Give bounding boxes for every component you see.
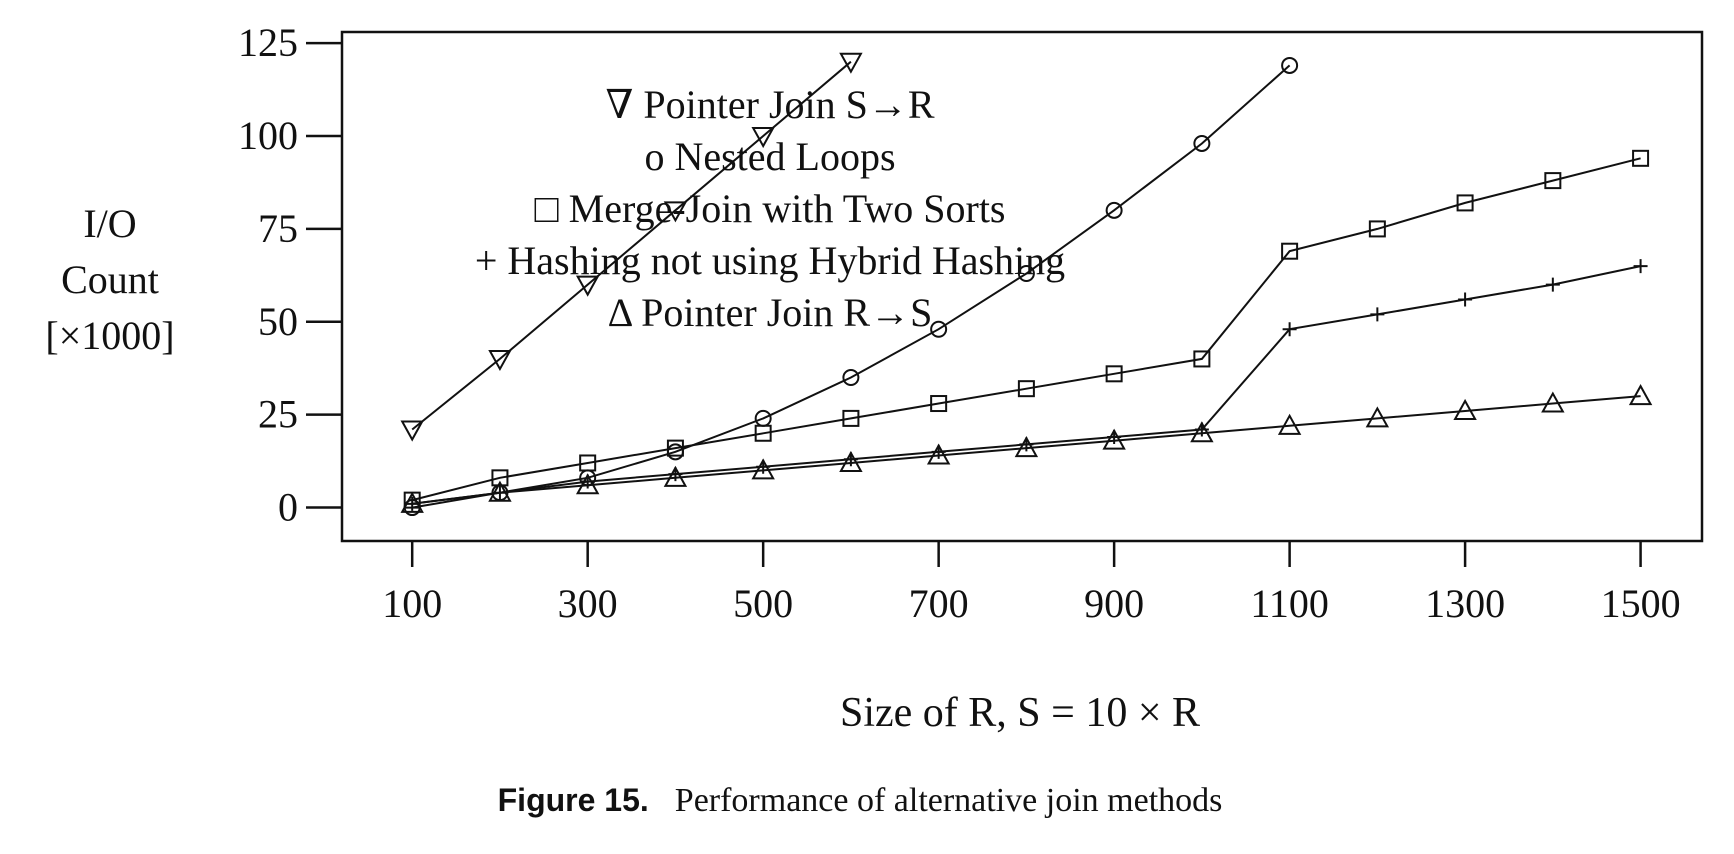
series-line: [412, 265, 1641, 505]
y-tick-label: 0: [278, 485, 298, 530]
data-point: [1368, 220, 1386, 238]
data-point: [842, 409, 860, 427]
legend-symbol: +: [475, 238, 508, 283]
data-point: [663, 201, 688, 223]
legend: ∇ Pointer Join S→R o Nested Loops □ Merge-…: [475, 82, 1065, 335]
data-point: [1628, 384, 1653, 406]
legend-entry: □ Merge-Join with Two Sorts: [534, 186, 1005, 231]
data-point: [926, 443, 951, 465]
data-point: [1544, 172, 1562, 190]
plot-frame: [340, 30, 1704, 543]
data-point: [1370, 307, 1385, 322]
series-3: [405, 259, 1648, 511]
series-layer: [400, 52, 1653, 517]
y-tick-label: 25: [258, 392, 298, 437]
data-point: [1281, 56, 1299, 74]
legend-entry: + Hashing not using Hybrid Hashing: [475, 238, 1065, 283]
figure-caption: Figure 15. Performance of alternative jo…: [498, 782, 1223, 819]
legend-label: Hashing not using Hybrid Hashing: [507, 238, 1065, 283]
data-point: [488, 480, 512, 502]
series-line: [411, 157, 1641, 502]
data-point: [754, 424, 772, 442]
data-point: [400, 491, 424, 513]
data-point: [575, 275, 600, 297]
legend-symbol: o: [644, 134, 674, 179]
data-point: [1632, 149, 1650, 167]
y-tick-label: 50: [258, 299, 298, 344]
x-tick-label: 700: [909, 581, 969, 626]
x-tick-label: 1300: [1425, 581, 1505, 626]
y-axis-label-line-1: I/O: [83, 201, 136, 246]
data-point: [1277, 413, 1302, 435]
data-point: [839, 52, 863, 74]
data-point: [488, 349, 512, 372]
legend-entry: o Nested Loops: [644, 134, 895, 179]
y-axis: 0 25 50 75 100 125: [238, 20, 342, 530]
legend-label: Pointer Join R→S: [641, 290, 932, 335]
data-point: [930, 320, 948, 338]
data-point: [751, 127, 775, 149]
data-point: [1017, 380, 1035, 398]
data-point: [1017, 264, 1035, 282]
y-tick-label: 125: [238, 20, 298, 65]
figure-caption-label: Figure 15.: [498, 782, 649, 818]
legend-symbol: □: [534, 186, 568, 231]
data-point: [1453, 398, 1477, 420]
data-point: [1190, 421, 1214, 443]
data-point: [579, 454, 597, 472]
data-point: [1281, 242, 1299, 260]
data-point: [400, 420, 424, 442]
series-line: [412, 64, 1291, 509]
data-point: [1193, 350, 1211, 368]
x-tick-label: 900: [1084, 581, 1144, 626]
x-tick-label: 300: [558, 581, 618, 626]
data-point: [491, 469, 509, 487]
x-axis: 100 300 500 700 900 1100 1300 1500: [382, 541, 1681, 626]
x-tick-label: 500: [733, 581, 793, 626]
legend-symbol: ∇: [605, 82, 643, 127]
legend-entry: ∇ Pointer Join S→R: [605, 82, 934, 127]
data-point: [751, 458, 775, 480]
data-point: [663, 465, 688, 487]
x-axis-label: Size of R, S = 10 × R: [840, 690, 1200, 736]
legend-label: Pointer Join S→R: [643, 82, 934, 127]
data-point: [1105, 365, 1123, 383]
x-tick-label: 100: [382, 581, 442, 626]
data-point: [575, 473, 600, 495]
data-point: [1365, 406, 1390, 428]
y-tick-label: 100: [238, 113, 298, 158]
data-point: [1458, 292, 1473, 307]
series-line: [411, 60, 852, 431]
data-point: [930, 395, 948, 413]
data-point: [839, 450, 863, 472]
legend-entry: Δ Pointer Join R→S: [608, 290, 933, 335]
legend-symbol: Δ: [608, 290, 642, 335]
data-point: [1541, 391, 1565, 413]
y-axis-label-line-2: Count: [61, 257, 159, 302]
y-tick-label: 75: [258, 206, 298, 251]
data-point: [666, 439, 684, 457]
data-point: [1282, 322, 1297, 337]
legend-label: Merge-Join with Two Sorts: [569, 186, 1006, 231]
data-point: [1633, 259, 1648, 274]
series-4: [400, 384, 1653, 513]
x-tick-label: 1500: [1601, 581, 1681, 626]
legend-label: Nested Loops: [674, 134, 895, 179]
data-point: [1193, 134, 1211, 152]
figure-caption-text: Performance of alternative join methods: [675, 782, 1223, 819]
data-point: [1456, 194, 1474, 212]
series-0: [400, 52, 863, 442]
x-tick-label: 1100: [1250, 581, 1329, 626]
data-point: [1545, 277, 1560, 292]
data-point: [842, 369, 860, 387]
series-line: [412, 395, 1641, 505]
data-point: [1014, 436, 1039, 458]
data-point: [1102, 428, 1126, 450]
y-axis-label-line-3: [×1000]: [45, 313, 174, 358]
data-point: [1105, 201, 1123, 219]
